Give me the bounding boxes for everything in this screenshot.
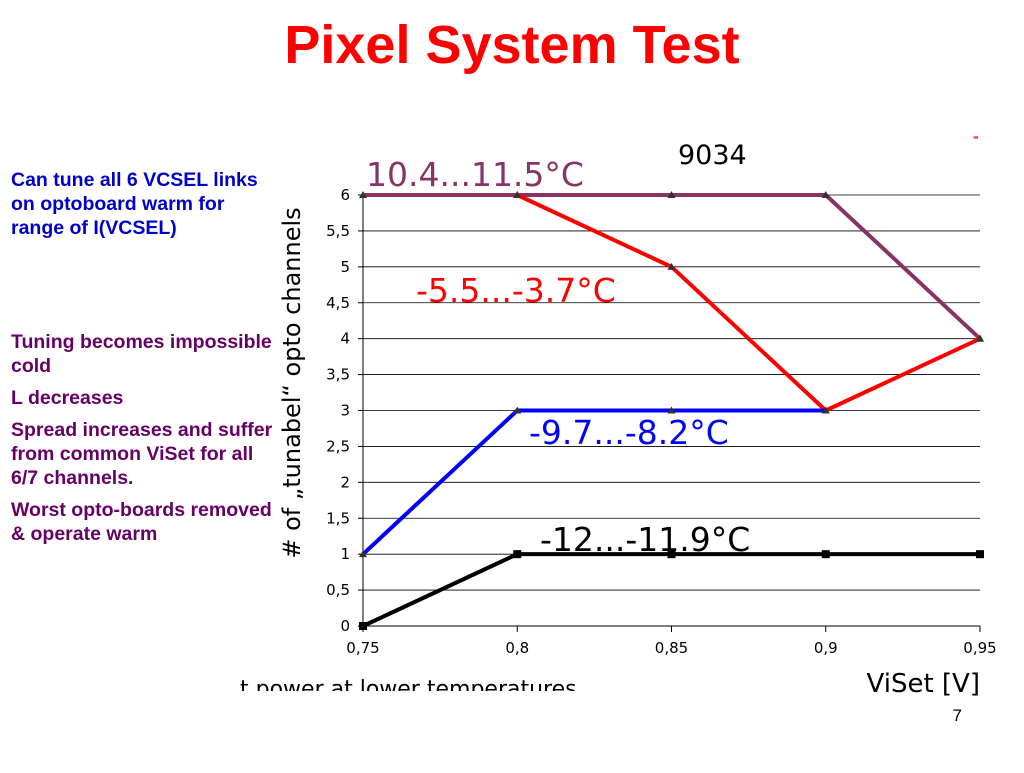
y-tick-label: 5,5 <box>326 222 350 240</box>
note-spread: Spread increases and suffer from common … <box>11 419 273 489</box>
data-point <box>821 550 830 559</box>
y-tick-label: 0,5 <box>326 581 350 599</box>
y-tick-label: 2,5 <box>326 437 350 455</box>
note-l-decreases: L decreases <box>11 387 124 409</box>
series-label: -5.5...-3.7°C <box>416 271 616 310</box>
series-labels: 10.4...11.5°C -5.5...-3.7°C -9.7...-8.2°C -… <box>366 155 750 559</box>
notes-column: Can tune all 6 VCSEL links on optoboard … <box>11 168 273 554</box>
data-point <box>667 550 676 559</box>
note-worst-boards: Worst opto-boards removed & operate warm <box>11 499 272 545</box>
x-tick-label: 0,8 <box>505 639 529 657</box>
y-tick-label: 1 <box>340 545 350 563</box>
data-point <box>667 262 676 270</box>
x-tick-label: 0,95 <box>963 639 996 657</box>
note-tuning-cold: Tuning becomes impossible cold <box>11 331 272 377</box>
data-point <box>359 191 367 198</box>
y-tick-label: 2 <box>340 473 350 491</box>
data-point <box>513 406 522 414</box>
note-tune-warm: Can tune all 6 VCSEL links on optoboard … <box>11 169 258 239</box>
x-tick-label: 0,9 <box>814 639 838 657</box>
tiny-mark: ▬ <box>973 134 979 141</box>
data-point <box>976 334 984 342</box>
data-point <box>667 406 676 414</box>
series-lines <box>359 191 984 630</box>
y-tick-label: 1,5 <box>326 509 350 527</box>
y-tick-label: 3,5 <box>326 366 350 384</box>
data-point <box>359 550 367 558</box>
x-axis-label: ViSet [V] <box>867 669 980 699</box>
series-label: -9.7...-8.2°C <box>529 413 729 452</box>
series-line <box>361 408 826 556</box>
chart-title: 9034 <box>678 140 747 171</box>
data-point <box>976 550 984 559</box>
y-axis-label: # of „tunabel“ opto channels <box>278 207 306 558</box>
cut-off-caption: t power at lower temperatures <box>240 679 670 691</box>
page-number: 7 <box>952 706 962 725</box>
data-point <box>821 406 830 414</box>
y-tick-label: 6 <box>340 186 350 204</box>
series-label: -12...-11.9°C <box>540 520 750 559</box>
x-tick-label: 0,75 <box>346 639 379 657</box>
y-tick-label: 0 <box>340 617 350 635</box>
y-tick-label: 5 <box>340 258 350 276</box>
data-point <box>359 622 367 630</box>
x-tick-label: 0,85 <box>655 639 688 657</box>
y-tick-label: 4 <box>340 330 350 348</box>
data-point <box>821 191 830 198</box>
data-point <box>513 191 522 198</box>
series-label: 10.4...11.5°C <box>366 155 584 194</box>
y-tick-label: 3 <box>340 402 350 420</box>
axes: 0 0,5 1 1,5 2 2,5 3 3,5 4 4,5 5 5,5 6 0,75 0,8 0,85 0,9 0… <box>326 186 997 657</box>
data-point <box>513 550 522 559</box>
data-point <box>667 191 676 198</box>
series-line <box>516 193 981 413</box>
slide-title: Pixel System Test <box>284 15 740 75</box>
y-tick-label: 4,5 <box>326 294 350 312</box>
